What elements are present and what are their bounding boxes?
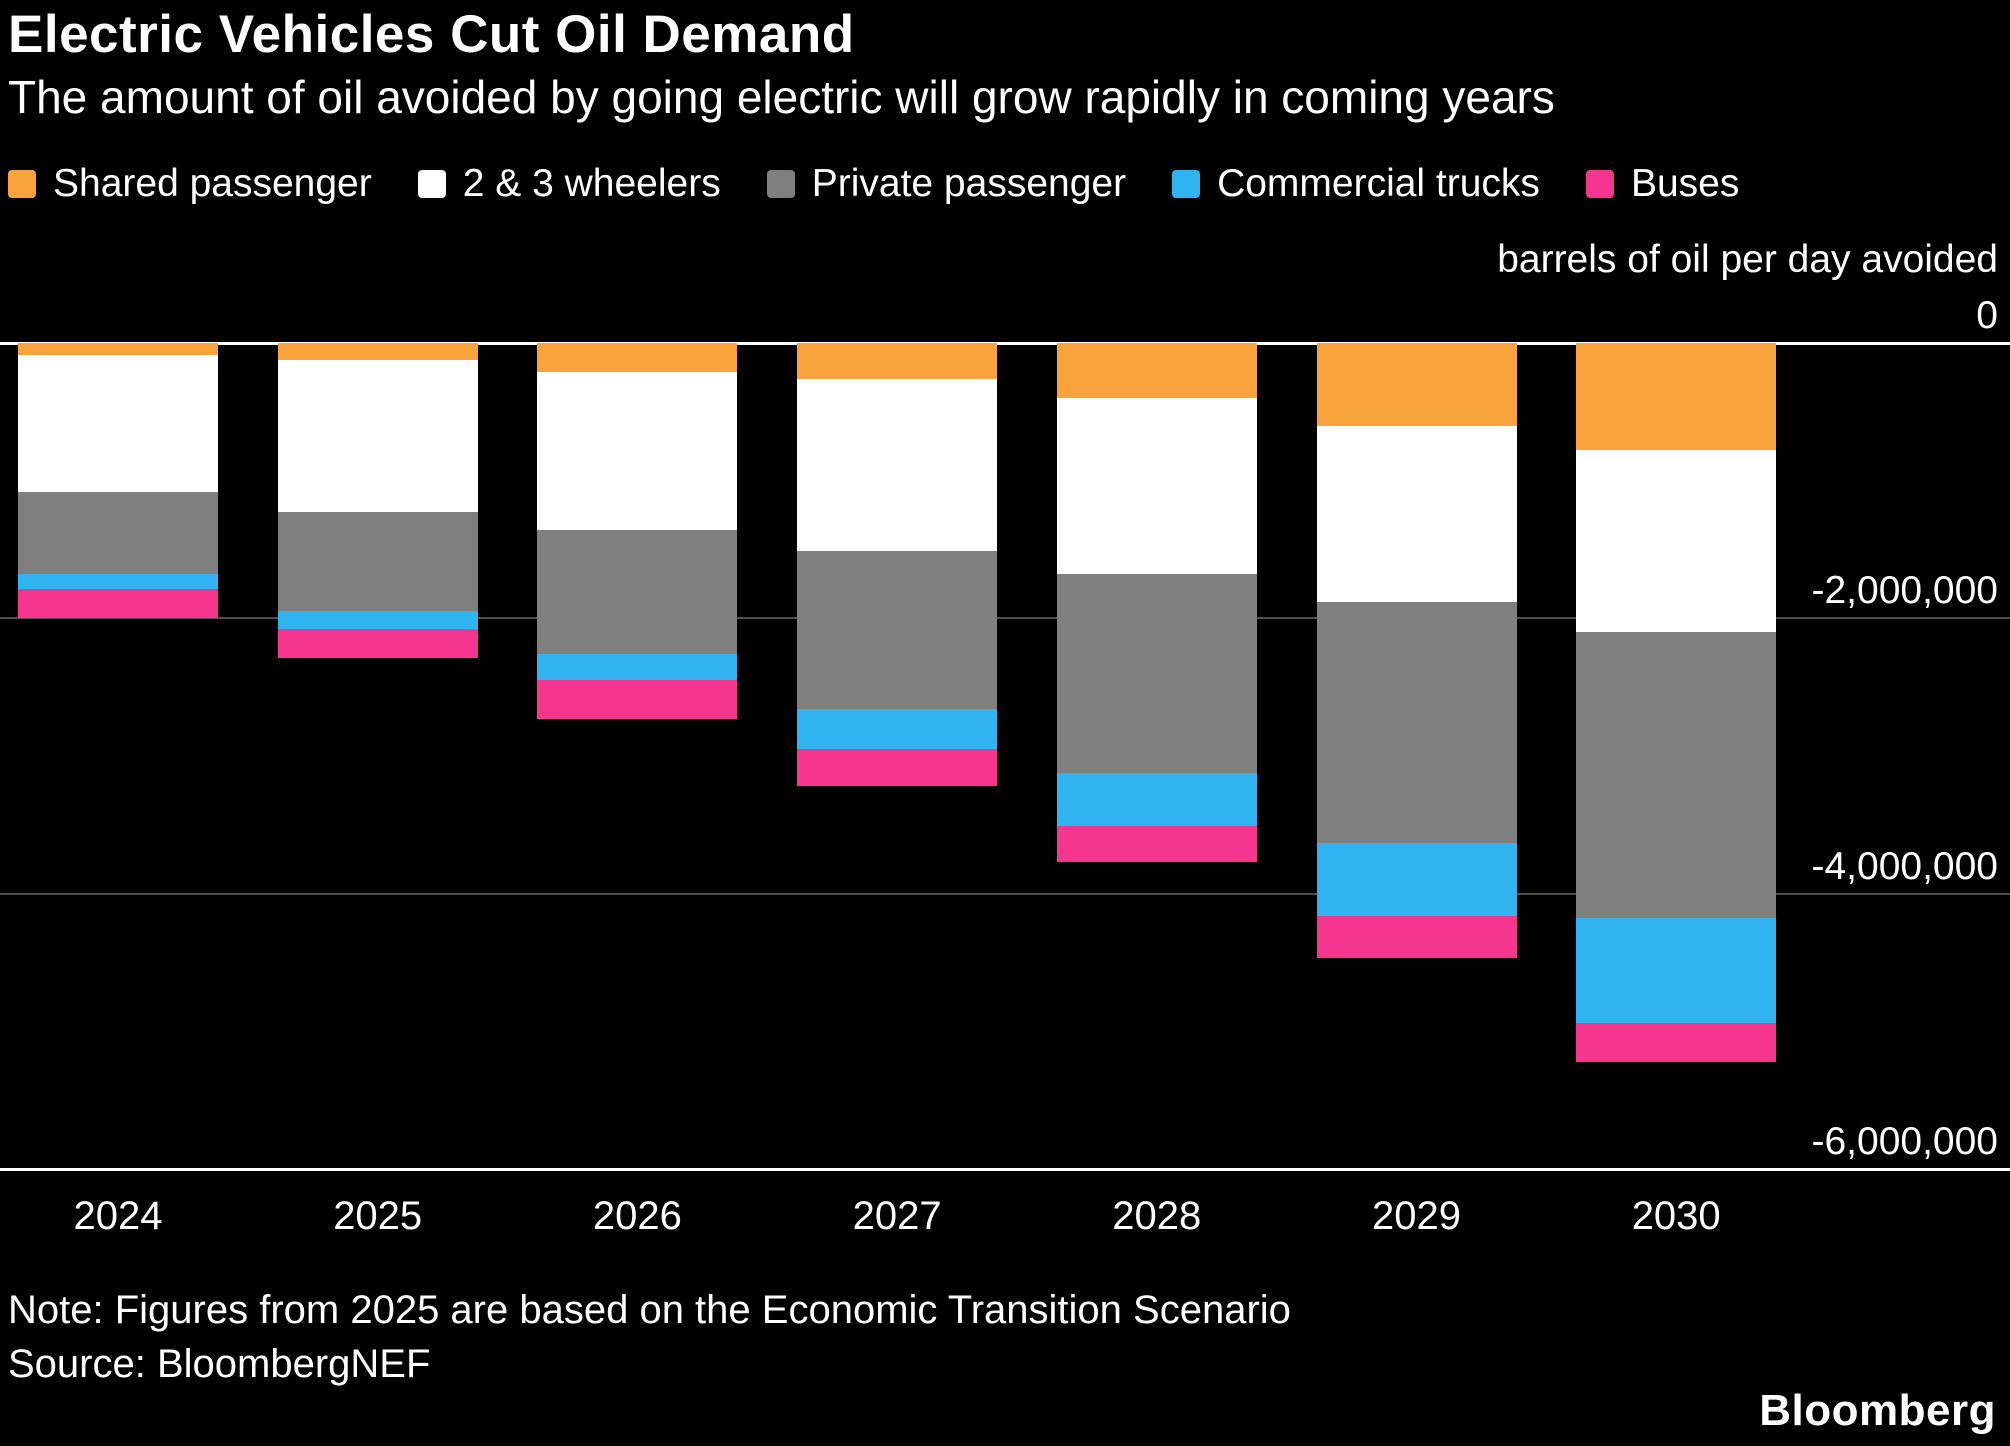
y-tick-label-4-000-000: -4,000,000: [1811, 844, 1999, 888]
bar-segment-2027-buses: [797, 749, 998, 787]
bar-group-2030: [1576, 343, 1777, 1062]
legend-item-shared-passenger: Shared passenger: [8, 162, 372, 206]
y-axis-unit-label: barrels of oil per day avoided: [1497, 238, 1998, 281]
bar-segment-2028-private-passenger: [1056, 574, 1257, 773]
bar-group-2029: [1316, 343, 1517, 959]
legend-label-shared-passenger: Shared passenger: [53, 162, 372, 205]
source-credit: Source: BloombergNEF: [8, 1342, 431, 1386]
bar-segment-2028-buses: [1056, 826, 1257, 862]
bar-segment-2026-shared-passenger: [537, 343, 738, 372]
bar-group-2024: [18, 343, 218, 619]
bar-segment-2026-2-3-wheelers: [537, 371, 738, 531]
bar-segment-2024-shared-passenger: [18, 343, 218, 356]
y-tick-label-2-000-000: -2,000,000: [1811, 569, 1999, 613]
legend-label-2-3-wheelers: 2 & 3 wheelers: [462, 162, 721, 205]
bar-segment-2028-2-3-wheelers: [1056, 398, 1257, 575]
bar-segment-2028-shared-passenger: [1056, 343, 1257, 399]
bar-segment-2025-commercial-trucks: [277, 611, 478, 630]
bar-segment-2029-2-3-wheelers: [1316, 425, 1517, 602]
bar-segment-2029-shared-passenger: [1316, 343, 1517, 426]
bar-segment-2030-private-passenger: [1576, 632, 1777, 919]
legend-swatch-commercial-trucks: [1172, 170, 1201, 198]
bar-group-2026: [537, 343, 738, 719]
axis-line-6000000: [0, 1167, 2010, 1171]
bar-group-2027: [797, 343, 998, 787]
legend-swatch-2-3-wheelers: [417, 170, 446, 198]
gridline-4000000: [0, 892, 2010, 895]
bar-segment-2030-commercial-trucks: [1576, 918, 1777, 1024]
footnote: Note: Figures from 2025 are based on the…: [8, 1288, 1291, 1332]
x-tick-label-2026: 2026: [592, 1194, 682, 1238]
legend-swatch-private-passenger: [766, 170, 795, 198]
bar-segment-2029-buses: [1316, 915, 1517, 959]
bar-segment-2028-commercial-trucks: [1056, 772, 1257, 827]
bar-segment-2026-commercial-trucks: [537, 654, 738, 681]
x-tick-label-2029: 2029: [1372, 1194, 1461, 1238]
bar-segment-2027-shared-passenger: [797, 343, 998, 379]
plot-area: [0, 341, 2010, 1171]
bloomberg-logo: Bloomberg: [1759, 1386, 1996, 1435]
bar-segment-2024-private-passenger: [18, 491, 218, 575]
bar-segment-2027-private-passenger: [797, 550, 998, 710]
bar-segment-2030-2-3-wheelers: [1576, 450, 1777, 633]
legend-item-buses: Buses: [1585, 162, 1740, 206]
bar-segment-2024-commercial-trucks: [18, 574, 218, 590]
x-tick-label-2024: 2024: [73, 1194, 163, 1238]
legend-item-commercial-trucks: Commercial trucks: [1172, 162, 1540, 206]
legend-item-private-passenger: Private passenger: [766, 162, 1127, 206]
legend-label-buses: Buses: [1630, 162, 1740, 205]
axis-line-0: [0, 341, 2010, 345]
bar-segment-2024-buses: [18, 589, 218, 619]
bar-segment-2029-private-passenger: [1316, 601, 1517, 843]
legend-swatch-shared-passenger: [8, 170, 36, 198]
bar-segment-2025-shared-passenger: [277, 343, 478, 360]
x-tick-label-2028: 2028: [1112, 1194, 1202, 1238]
bar-segment-2026-private-passenger: [537, 530, 738, 655]
bar-segment-2024-2-3-wheelers: [18, 355, 218, 492]
bar-group-2025: [277, 343, 478, 659]
bar-segment-2030-shared-passenger: [1576, 343, 1777, 451]
legend-item-2-3-wheelers: 2 & 3 wheelers: [417, 162, 721, 206]
y-tick-label-6-000-000: -6,000,000: [1811, 1120, 1999, 1163]
legend-label-private-passenger: Private passenger: [811, 162, 1127, 205]
bar-segment-2025-buses: [277, 629, 478, 659]
chart-subtitle: The amount of oil avoided by going elect…: [8, 71, 1555, 123]
gridline-2000000: [0, 617, 2010, 620]
x-tick-label-2025: 2025: [333, 1194, 423, 1238]
bar-segment-2030-buses: [1576, 1023, 1777, 1062]
bar-segment-2025-2-3-wheelers: [277, 359, 478, 513]
bar-segment-2027-2-3-wheelers: [797, 378, 998, 551]
bar-group-2028: [1056, 343, 1257, 862]
bar-segment-2029-commercial-trucks: [1316, 842, 1517, 916]
legend-swatch-buses: [1585, 170, 1614, 198]
bar-segment-2025-private-passenger: [277, 512, 478, 612]
chart-title: Electric Vehicles Cut Oil Demand: [8, 5, 855, 64]
x-tick-label-2030: 2030: [1631, 1194, 1721, 1238]
y-tick-label-0: 0: [1976, 294, 1998, 337]
legend: Shared passenger 2 & 3 wheelers Private pa…: [8, 162, 1739, 206]
bar-segment-2026-buses: [537, 680, 738, 719]
bar-segment-2027-commercial-trucks: [797, 709, 998, 750]
x-tick-label-2027: 2027: [852, 1194, 942, 1238]
legend-label-commercial-trucks: Commercial trucks: [1217, 162, 1540, 205]
